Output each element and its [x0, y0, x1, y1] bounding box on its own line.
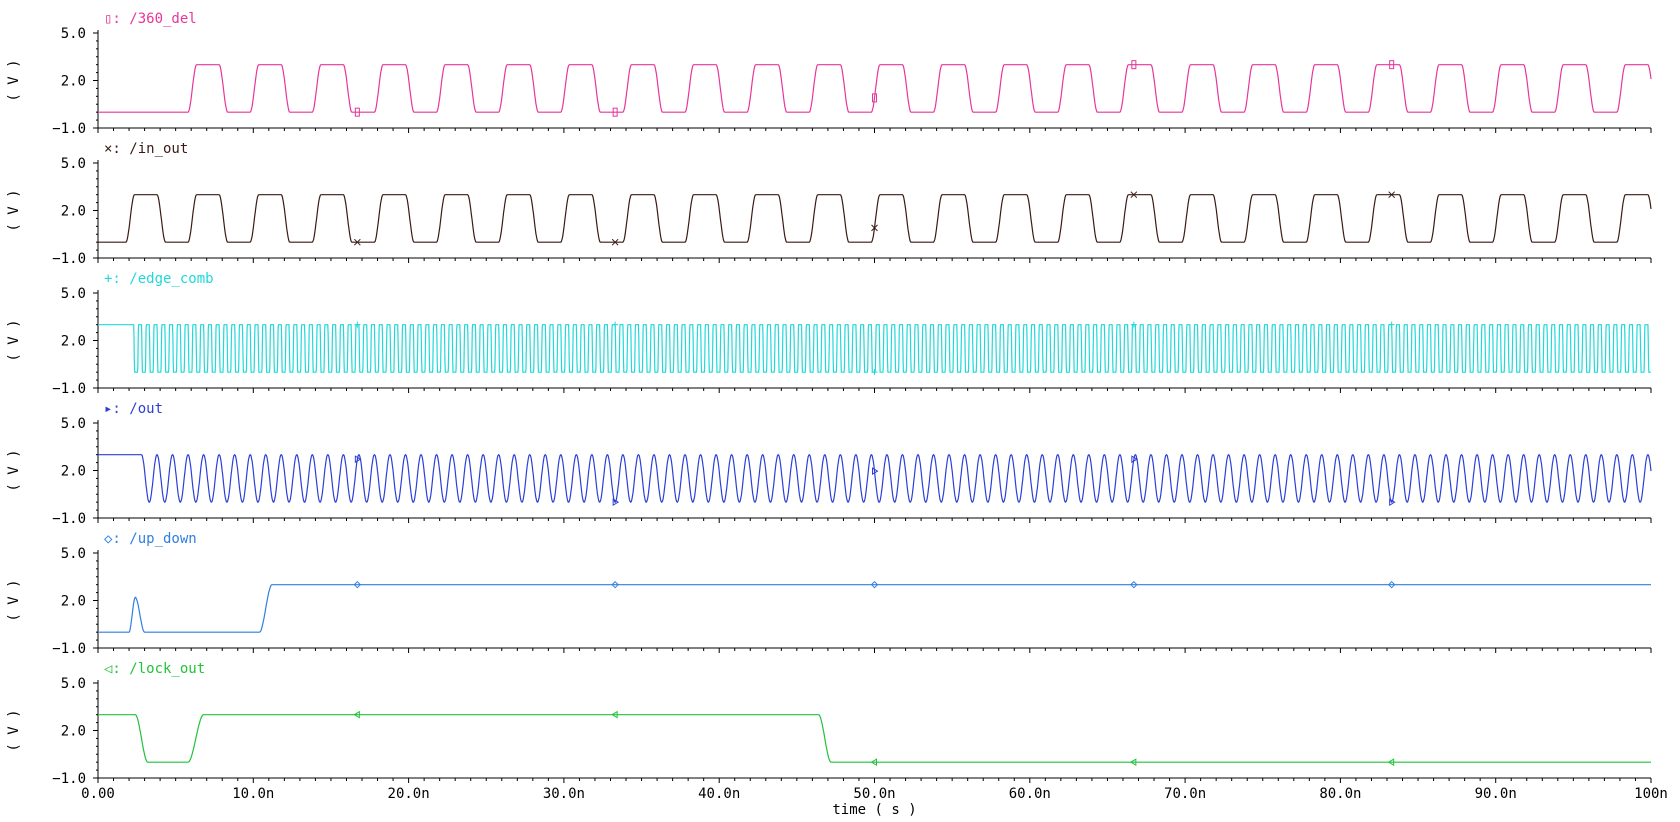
trace-lock-out-marker — [611, 710, 618, 719]
y-tick-label: 2.0 — [61, 464, 86, 480]
trace-in-out-marker — [1130, 191, 1138, 199]
y-tick-label: 5.0 — [61, 286, 86, 302]
trace-360-del — [98, 64, 1652, 113]
trace-360-del-marker — [872, 93, 877, 103]
x-tick-label: 20.0n — [388, 786, 430, 802]
y-tick-label: −1.0 — [52, 771, 86, 787]
trace-360-del-marker — [612, 107, 618, 117]
trace-edge-comb-marker — [1388, 321, 1395, 328]
trace-title-up-down: ◇: /up_down — [104, 531, 197, 547]
trace-in-out-marker — [611, 238, 619, 246]
trace-out — [98, 453, 1652, 503]
trace-out-marker — [1131, 455, 1138, 464]
y-tick-label: 2.0 — [61, 204, 86, 220]
trace-edge-comb-marker — [871, 369, 878, 376]
x-tick-label: 30.0n — [543, 786, 585, 802]
trace-lock-out — [98, 714, 1651, 763]
y-tick-label: 5.0 — [61, 156, 86, 172]
trace-title-out: ▸: /out — [104, 401, 163, 417]
x-tick-label: 40.0n — [698, 786, 740, 802]
trace-up-down-marker — [1387, 580, 1396, 589]
x-tick-label: 60.0n — [1009, 786, 1051, 802]
y-tick-label: 5.0 — [61, 416, 86, 432]
y-tick-label: −1.0 — [52, 641, 86, 657]
y-tick-label: 2.0 — [61, 594, 86, 610]
y-tick-label: 2.0 — [61, 724, 86, 740]
trace-lock-out-marker — [870, 758, 877, 767]
trace-in-out-marker — [871, 224, 878, 232]
trace-up-down — [98, 584, 1651, 633]
trace-360-del-marker — [354, 107, 360, 117]
y-tick-label: 2.0 — [61, 74, 86, 90]
trace-out-marker — [354, 455, 362, 464]
trace-lock-out-marker — [353, 710, 360, 719]
trace-edge-comb — [98, 324, 1651, 373]
y-tick-label: 2.0 — [61, 334, 86, 350]
x-tick-label: 80.0n — [1319, 786, 1361, 802]
x-tick-label: 50.0n — [853, 786, 895, 802]
y-tick-label: 5.0 — [61, 546, 86, 562]
trace-out-marker — [1389, 498, 1396, 507]
trace-edge-comb-marker — [1130, 321, 1137, 328]
trace-title-360-del: ▯: /360_del — [104, 11, 197, 27]
x-tick-label: 70.0n — [1164, 786, 1206, 802]
trace-up-down-marker — [870, 580, 879, 589]
y-axis-unit-label: ( V ) — [6, 709, 22, 751]
y-tick-label: 5.0 — [61, 676, 86, 692]
trace-in-out-marker — [1388, 191, 1396, 199]
trace-title-in-out: ×: /in_out — [104, 141, 188, 157]
y-tick-label: 5.0 — [61, 26, 86, 42]
trace-in-out — [98, 194, 1652, 243]
trace-lock-out-marker — [1129, 758, 1137, 767]
y-axis-unit-label: ( V ) — [6, 449, 22, 491]
x-tick-label: 10.0n — [232, 786, 274, 802]
x-axis-label: time ( s ) — [832, 802, 916, 818]
y-tick-label: −1.0 — [52, 121, 86, 137]
y-axis-unit-label: ( V ) — [6, 579, 22, 621]
trace-out-marker — [872, 467, 879, 475]
y-tick-label: −1.0 — [52, 511, 86, 527]
trace-title-edge-comb: +: /edge_comb — [104, 271, 214, 287]
trace-lock-out-marker — [1387, 758, 1395, 767]
trace-edge-comb-marker — [612, 321, 619, 328]
trace-up-down-marker — [1130, 580, 1138, 589]
trace-up-down-marker — [611, 580, 619, 589]
trace-up-down-marker — [353, 580, 362, 589]
x-tick-label: 90.0n — [1475, 786, 1517, 802]
trace-title-lock-out: ◁: /lock_out — [104, 661, 205, 677]
y-tick-label: −1.0 — [52, 381, 86, 397]
y-axis-unit-label: ( V ) — [6, 59, 22, 101]
trace-edge-comb-marker — [354, 321, 361, 328]
x-tick-label: 0.00 — [81, 786, 115, 802]
y-tick-label: −1.0 — [52, 251, 86, 267]
trace-in-out-marker — [353, 238, 361, 246]
trace-360-del-marker — [1131, 60, 1137, 70]
x-tick-label: 100n — [1634, 786, 1668, 802]
y-axis-unit-label: ( V ) — [6, 319, 22, 361]
y-axis-unit-label: ( V ) — [6, 189, 22, 231]
trace-out-marker — [612, 498, 620, 507]
trace-360-del-marker — [1389, 60, 1395, 70]
